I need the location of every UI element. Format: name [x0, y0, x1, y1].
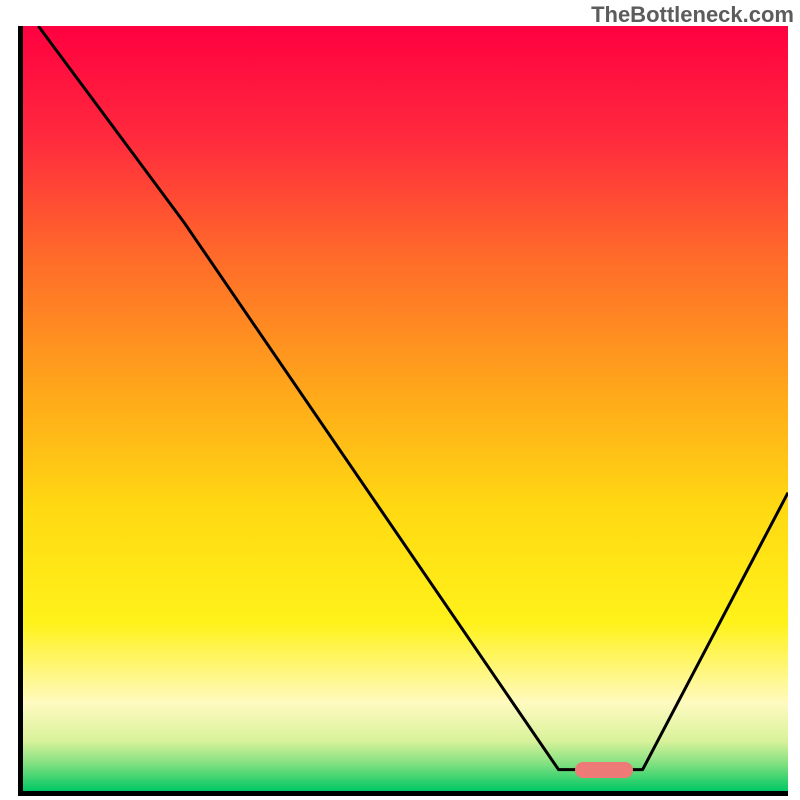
watermark-text: TheBottleneck.com	[591, 2, 794, 28]
plot-area	[18, 26, 788, 796]
bottleneck-curve	[23, 26, 788, 791]
chart-container: { "watermark": { "text": "TheBottleneck.…	[0, 0, 800, 800]
optimal-marker	[575, 762, 633, 778]
